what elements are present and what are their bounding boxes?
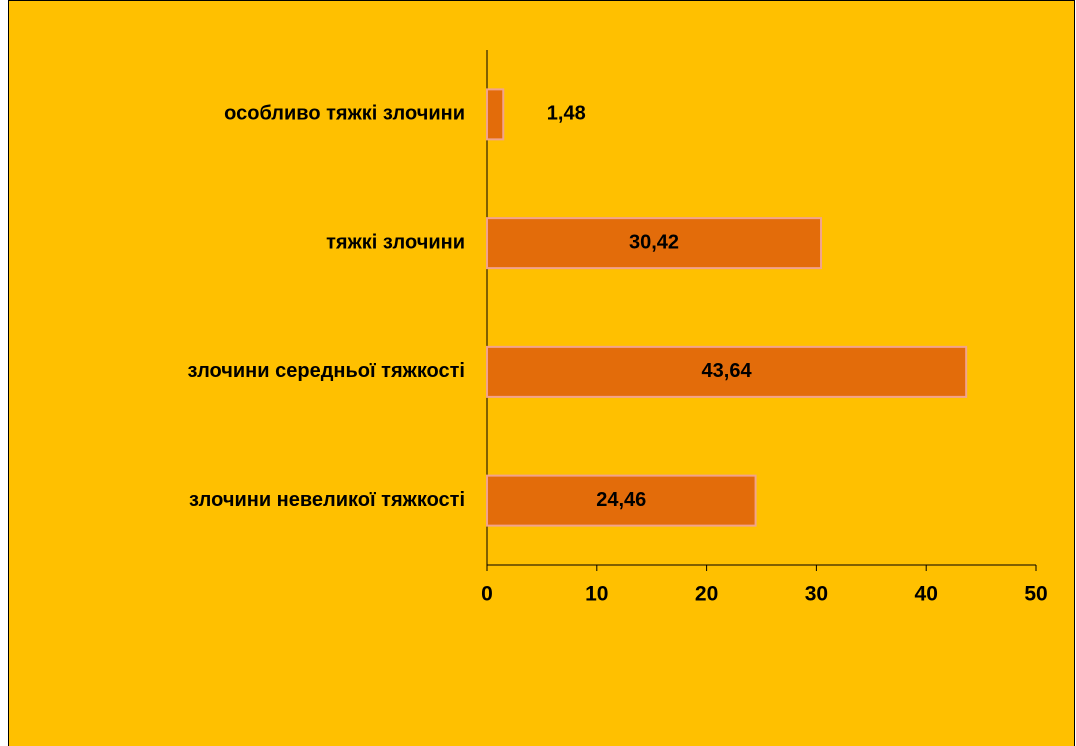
- data-label: 43,64: [702, 360, 753, 382]
- y-tick-label: особливо тяжкі злочини: [224, 103, 465, 125]
- bar: [486, 345, 968, 398]
- bar: [486, 88, 505, 141]
- y-tick-label: злочини середньої тяжкості: [187, 360, 465, 382]
- bar: [486, 217, 823, 270]
- x-tick-label: 10: [585, 583, 608, 606]
- data-label: 30,42: [629, 231, 679, 253]
- x-tick-label: 40: [915, 583, 938, 606]
- data-label: 1,48: [547, 103, 586, 125]
- x-tick-label: 20: [695, 583, 718, 606]
- y-tick-label: злочини невеликої тяжкості: [189, 489, 465, 511]
- bar: [486, 474, 757, 527]
- x-tick-label: 30: [805, 583, 828, 606]
- x-tick-label: 50: [1024, 583, 1047, 606]
- y-tick-label: тяжкі злочини: [326, 231, 465, 253]
- x-tick-label: 0: [481, 583, 493, 606]
- data-label: 24,46: [596, 489, 646, 511]
